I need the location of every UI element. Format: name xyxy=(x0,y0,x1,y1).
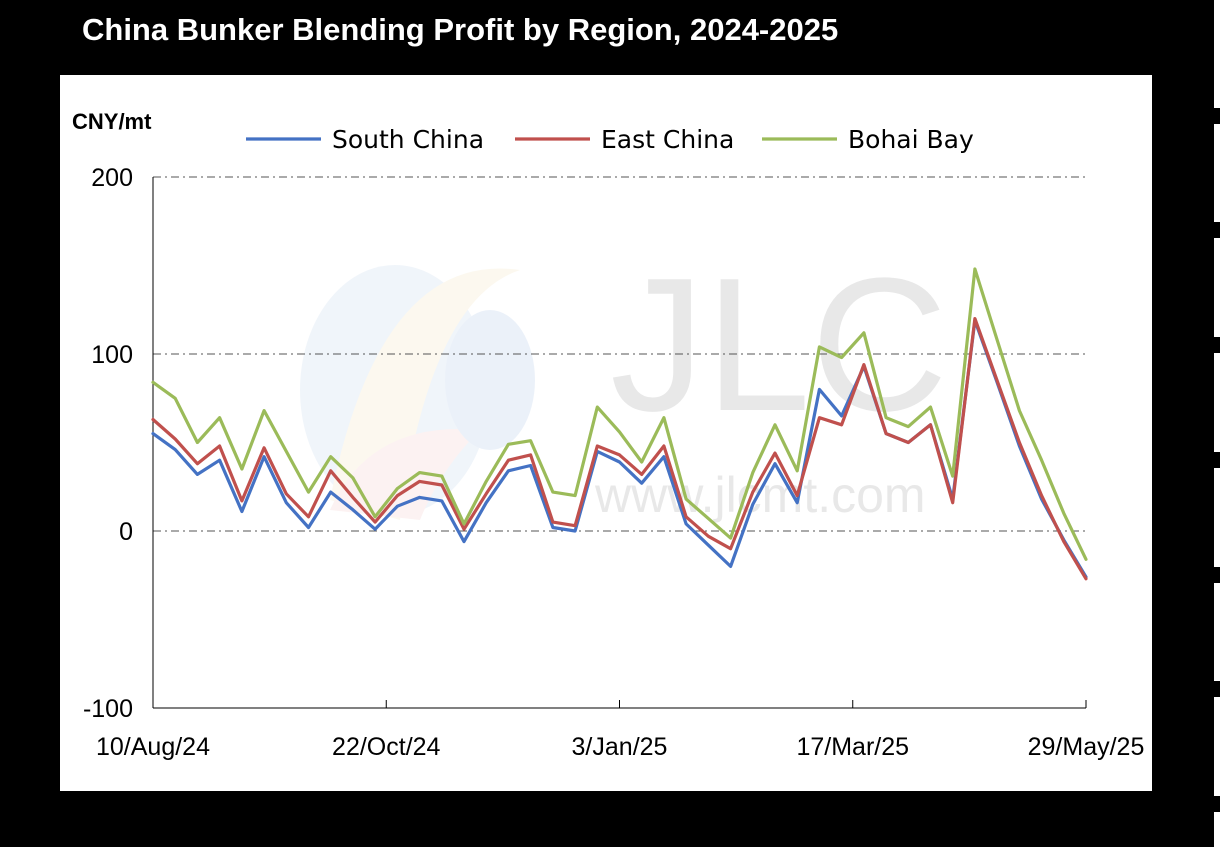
y-tick-label: 100 xyxy=(91,341,133,369)
x-tick-label: 17/Mar/25 xyxy=(796,733,909,761)
y-tick-label: -100 xyxy=(83,695,133,723)
x-tick-label: 22/Oct/24 xyxy=(332,733,440,761)
axes: 200 100 0 -100 10/Aug/24 22/Oct/24 3/Jan/25 17/… xyxy=(83,164,1144,761)
watermark: JLC www.jlcmt.com xyxy=(300,239,948,523)
series-line-east-china xyxy=(151,317,1088,581)
x-tick-label: 3/Jan/25 xyxy=(572,733,668,761)
chart-panel xyxy=(60,75,1152,791)
x-tick-label: 10/Aug/24 xyxy=(96,733,210,761)
y-axis-unit-label: CNY/mt xyxy=(72,109,152,134)
y-tick-label: 0 xyxy=(119,518,133,546)
right-edge-strip xyxy=(1214,0,1220,847)
series-layer xyxy=(151,267,1088,581)
svg-text:www.jlcmt.com: www.jlcmt.com xyxy=(594,467,926,523)
legend-label: South China xyxy=(332,125,484,154)
legend-label: East China xyxy=(601,125,734,154)
gridlines xyxy=(153,176,1086,532)
x-tick-label: 29/May/25 xyxy=(1028,733,1145,761)
y-tick-label: 200 xyxy=(91,164,133,192)
legend-label: Bohai Bay xyxy=(848,125,974,154)
series-line-bohai-bay xyxy=(151,267,1088,561)
legend: South China East China Bohai Bay xyxy=(246,125,974,154)
chart-title: China Bunker Blending Profit by Region, … xyxy=(82,12,839,47)
svg-text:JLC: JLC xyxy=(610,239,948,451)
